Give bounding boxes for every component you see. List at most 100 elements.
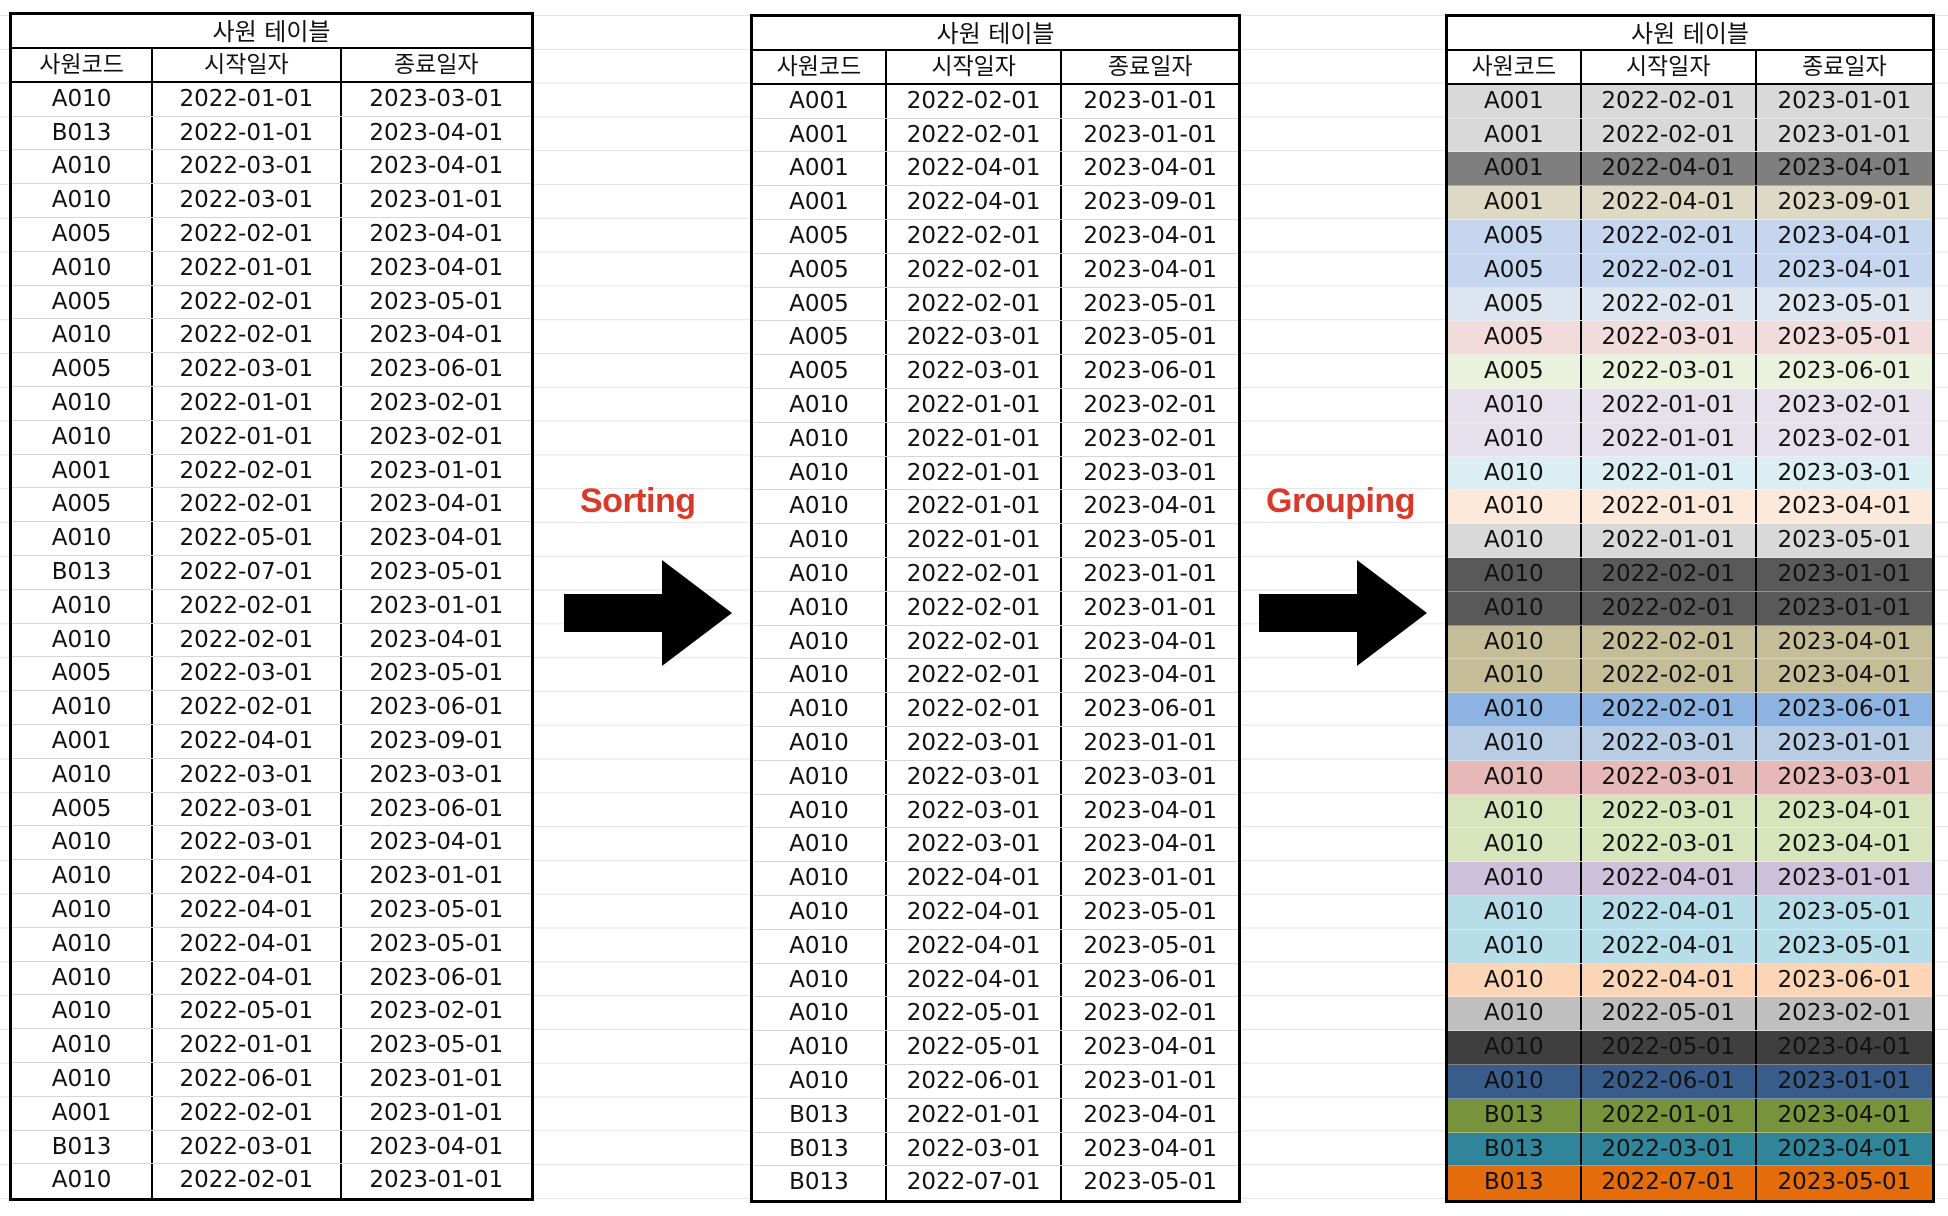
table-row: A001 2022-02-01 2023-01-01 xyxy=(1448,84,1932,119)
end-date-cell: 2023-06-01 xyxy=(1777,966,1912,993)
end-date-cell: 2023-04-01 xyxy=(369,829,504,856)
end-date-cell: 2023-04-01 xyxy=(369,153,504,180)
start-date-cell: 2022-05-01 xyxy=(887,1031,1063,1064)
employee-code-cell: A001 xyxy=(1448,152,1582,186)
header-row: 사원코드 시작일자 종료일자 xyxy=(12,49,531,83)
employee-code-cell: A010 xyxy=(753,726,887,760)
employee-code-cell: A010 xyxy=(753,659,887,693)
employee-code-cell: A010 xyxy=(12,860,154,893)
end-date-cell: 2023-04-01 xyxy=(1777,155,1912,182)
table-row: A010 2022-04-01 2023-05-01 xyxy=(1448,895,1932,930)
employee-code-cell: A010 xyxy=(753,456,887,490)
table-row: A010 2022-02-01 2023-06-01 xyxy=(12,691,531,725)
end-date-cell: 2023-04-01 xyxy=(1777,222,1912,249)
table-row: A001 2022-04-01 2023-09-01 xyxy=(1448,186,1932,220)
start-date-cell: 2022-02-01 xyxy=(153,691,342,724)
employee-code-cell: A010 xyxy=(1448,388,1582,422)
employee-code-cell: A010 xyxy=(1448,557,1582,591)
end-date-cell: 2023-04-01 xyxy=(1083,256,1218,283)
header-row: 사원코드 시작일자 종료일자 xyxy=(1448,51,1932,85)
table-row: A010 2022-03-01 2023-01-01 xyxy=(12,184,531,218)
header-end-date: 종료일자 xyxy=(1107,54,1193,80)
start-date-cell: 2022-07-01 xyxy=(1582,1166,1757,1201)
employee-code-cell: B013 xyxy=(12,1130,154,1164)
end-date-cell: 2023-02-01 xyxy=(1777,425,1912,452)
table-body: A001 2022-02-01 2023-01-01 A001 2022-02-01 20… xyxy=(753,84,1238,1201)
start-date-cell: 2022-02-01 xyxy=(887,693,1063,726)
start-date-cell: 2022-03-01 xyxy=(153,1130,342,1164)
employee-code-cell: A010 xyxy=(12,184,154,217)
start-date-cell: 2022-03-01 xyxy=(1582,321,1757,355)
end-date-cell: 2023-06-01 xyxy=(369,356,504,383)
employee-code-cell: A010 xyxy=(753,760,887,794)
employee-code-cell: B013 xyxy=(1448,1132,1582,1166)
end-date-cell: 2023-01-01 xyxy=(369,1065,504,1092)
table-row: B013 2022-07-01 2023-05-01 xyxy=(753,1166,1238,1201)
employee-code-cell: A010 xyxy=(753,524,887,557)
start-date-cell: 2022-02-01 xyxy=(1582,219,1757,253)
start-date-cell: 2022-03-01 xyxy=(153,353,342,386)
start-date-cell: 2022-03-01 xyxy=(153,150,342,184)
end-date-cell: 2023-04-01 xyxy=(369,119,504,146)
table-row: A005 2022-02-01 2023-05-01 xyxy=(12,285,531,320)
employee-code-cell: B013 xyxy=(12,555,154,589)
header-row: 사원코드 시작일자 종료일자 xyxy=(753,51,1238,85)
header-start-date: 시작일자 xyxy=(153,49,342,81)
table-row: A001 2022-02-01 2023-01-01 xyxy=(12,1096,531,1131)
table-row: A001 2022-02-01 2023-01-01 xyxy=(753,118,1238,153)
end-date-cell: 2023-09-01 xyxy=(1777,189,1912,216)
end-date-cell: 2023-04-01 xyxy=(1083,831,1218,858)
start-date-cell: 2022-04-01 xyxy=(153,961,342,995)
start-date-cell: 2022-01-01 xyxy=(153,82,342,116)
table-row: A005 2022-02-01 2023-04-01 xyxy=(753,219,1238,254)
table-row: A010 2022-01-01 2023-05-01 xyxy=(1448,524,1932,558)
header-end-date: 종료일자 xyxy=(393,52,479,78)
table-title: 사원 테이블 xyxy=(753,17,1238,51)
table-row: A010 2022-02-01 2023-04-01 xyxy=(12,319,531,354)
employee-code-cell: A005 xyxy=(12,792,154,826)
start-date-cell: 2022-02-01 xyxy=(153,217,342,251)
end-date-cell: 2023-03-01 xyxy=(1777,459,1912,486)
header-end-date: 종료일자 xyxy=(1802,54,1887,80)
table-row: A005 2022-02-01 2023-04-01 xyxy=(753,253,1238,288)
table-row: A010 2022-02-01 2023-01-01 xyxy=(753,557,1238,592)
start-date-cell: 2022-01-01 xyxy=(887,422,1063,456)
start-date-cell: 2022-02-01 xyxy=(1582,84,1757,118)
table-row: A010 2022-05-01 2023-04-01 xyxy=(753,1031,1238,1065)
start-date-cell: 2022-04-01 xyxy=(1582,963,1757,997)
table-row: A010 2022-02-01 2023-06-01 xyxy=(1448,693,1932,727)
table-title: 사원 테이블 xyxy=(1448,17,1932,51)
start-date-cell: 2022-02-01 xyxy=(153,589,342,623)
header-employee-code: 사원코드 xyxy=(12,49,154,81)
start-date-cell: 2022-01-01 xyxy=(1582,388,1757,422)
end-date-cell: 2023-03-01 xyxy=(369,761,504,788)
start-date-cell: 2022-04-01 xyxy=(153,860,342,893)
table-row: A005 2022-03-01 2023-06-01 xyxy=(1448,355,1932,389)
start-date-cell: 2022-03-01 xyxy=(1582,760,1757,794)
start-date-cell: 2022-03-01 xyxy=(1582,828,1757,862)
employee-code-cell: B013 xyxy=(1448,1166,1582,1201)
start-date-cell: 2022-04-01 xyxy=(887,929,1063,963)
employee-code-cell: A010 xyxy=(12,826,154,860)
employee-code-cell: A001 xyxy=(1448,84,1582,118)
start-date-cell: 2022-05-01 xyxy=(153,522,342,555)
table-row: A001 2022-02-01 2023-01-01 xyxy=(12,454,531,489)
employee-code-cell: A005 xyxy=(753,253,887,287)
start-date-cell: 2022-01-01 xyxy=(1582,490,1757,524)
employee-code-cell: A010 xyxy=(753,1031,887,1064)
start-date-cell: 2022-07-01 xyxy=(153,555,342,589)
employee-code-cell: A001 xyxy=(753,118,887,152)
table-row: A010 2022-02-01 2023-01-01 xyxy=(12,589,531,624)
end-date-cell: 2023-04-01 xyxy=(369,525,504,552)
start-date-cell: 2022-02-01 xyxy=(1582,557,1757,591)
header-employee-code: 사원코드 xyxy=(753,51,887,83)
end-date-cell: 2023-02-01 xyxy=(1083,391,1218,418)
end-date-cell: 2023-04-01 xyxy=(369,491,504,518)
start-date-cell: 2022-02-01 xyxy=(887,118,1063,152)
table-row: A010 2022-04-01 2023-06-01 xyxy=(12,961,531,996)
employee-code-cell: A010 xyxy=(12,1029,154,1062)
table-row: A010 2022-02-01 2023-06-01 xyxy=(753,693,1238,727)
start-date-cell: 2022-04-01 xyxy=(153,724,342,758)
start-date-cell: 2022-03-01 xyxy=(887,760,1063,794)
end-date-cell: 2023-05-01 xyxy=(369,930,504,957)
